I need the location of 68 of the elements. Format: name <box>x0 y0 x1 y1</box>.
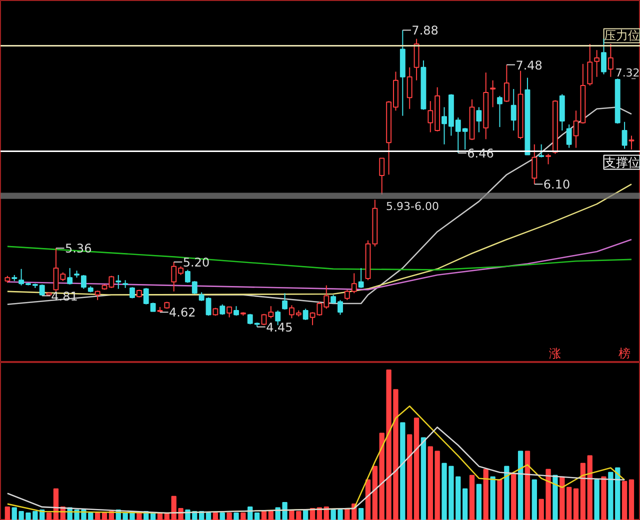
ref-line-label: 支撑位 <box>604 155 640 170</box>
candlestick <box>400 30 406 116</box>
bar <box>268 510 274 520</box>
bar <box>428 446 433 520</box>
bar <box>628 479 634 520</box>
bar <box>234 512 239 520</box>
bar <box>220 512 225 520</box>
bar <box>303 509 308 520</box>
text: 7.48 <box>516 58 542 72</box>
bar <box>240 512 246 520</box>
candlestick <box>628 135 634 150</box>
bar <box>573 488 579 520</box>
text: 6.10 <box>543 178 570 192</box>
bar <box>310 508 316 520</box>
band-label: 5.93-6.00 <box>386 200 439 213</box>
bar <box>4 506 10 520</box>
bar <box>400 422 406 520</box>
bar <box>102 512 108 520</box>
bar <box>622 480 628 520</box>
bar <box>560 476 565 520</box>
text: 涨 <box>549 346 562 360</box>
bar <box>414 418 420 520</box>
bar <box>504 466 510 520</box>
bar <box>469 474 475 520</box>
bar <box>566 486 572 520</box>
bar <box>206 512 212 520</box>
bar <box>261 510 267 520</box>
bar <box>594 479 600 520</box>
bar <box>372 466 378 520</box>
bar <box>226 512 232 520</box>
candlestick <box>116 274 122 290</box>
text: 4.62 <box>168 306 196 320</box>
bar <box>420 437 426 520</box>
bar <box>587 455 592 520</box>
text: 5.20 <box>182 256 210 270</box>
bar <box>497 479 502 520</box>
bar <box>552 474 558 520</box>
bar <box>518 450 524 520</box>
bar <box>476 484 482 520</box>
text: 榜 <box>618 346 631 360</box>
bar <box>462 488 468 520</box>
bar <box>365 479 371 520</box>
bar <box>254 512 260 520</box>
bar <box>434 450 440 520</box>
bar <box>407 434 412 520</box>
bar <box>212 512 218 520</box>
bar <box>358 508 364 520</box>
bar <box>524 450 530 520</box>
bar <box>490 476 496 520</box>
candlestick <box>510 88 516 132</box>
candlestick <box>406 66 412 110</box>
bar <box>532 479 537 520</box>
candlestick <box>490 80 496 108</box>
bar <box>46 512 52 520</box>
text: 7.88 <box>412 24 438 38</box>
bar <box>511 473 516 520</box>
candlestick <box>594 50 600 78</box>
bar <box>94 512 100 520</box>
candlestick <box>601 38 606 75</box>
candlestick <box>483 72 489 140</box>
bar <box>136 512 142 520</box>
bar <box>483 468 488 520</box>
text: 4.45 <box>266 320 293 334</box>
bar <box>248 506 253 520</box>
ref-line-label: 7.32 <box>615 66 640 80</box>
ref-line-label: 压力位 <box>604 28 640 43</box>
bar <box>580 462 586 520</box>
bar <box>601 476 606 520</box>
